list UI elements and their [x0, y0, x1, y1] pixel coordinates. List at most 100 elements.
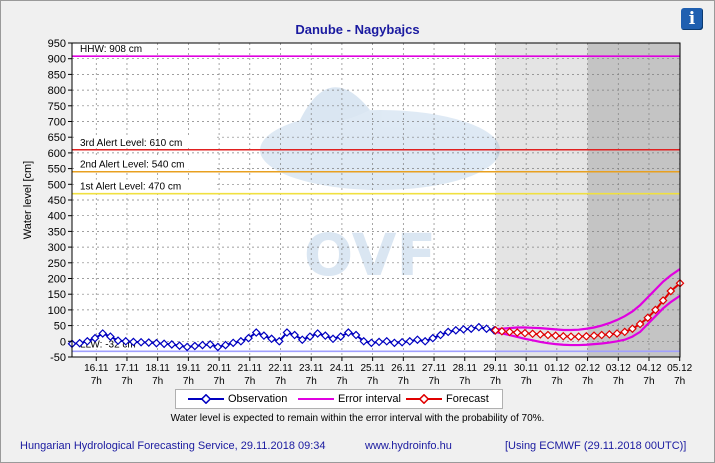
error-interval-upper-line: [495, 268, 681, 332]
x-tick-date-label: 30.11: [514, 363, 539, 374]
forecast-point: [651, 305, 660, 315]
forecast-point: [589, 331, 599, 341]
observation-point: [282, 328, 292, 337]
x-tick-date-label: 29.11: [483, 363, 508, 374]
observation-point: [451, 325, 461, 335]
x-tick-hour-label: 7h: [521, 376, 532, 387]
forecast-point: [558, 331, 568, 341]
x-tick-date-label: 02.12: [575, 363, 600, 374]
footer-website-link[interactable]: www.hydroinfo.hu: [365, 440, 452, 452]
observation-point: [459, 324, 468, 334]
y-tick-label: 950: [48, 38, 66, 50]
x-tick-hour-label: 7h: [244, 376, 255, 387]
observation-point: [244, 333, 253, 343]
y-tick-label: 650: [48, 132, 66, 144]
observation-point: [105, 332, 115, 341]
observation-point: [274, 336, 284, 346]
observation-point: [466, 324, 476, 334]
legend: Observation Error interval Forecast: [175, 389, 503, 409]
x-tick-hour-label: 7h: [367, 376, 378, 387]
observation-point: [420, 336, 430, 346]
forecast-point: [628, 324, 637, 334]
observation-point: [305, 332, 315, 341]
y-tick-label: 750: [48, 101, 66, 113]
legend-label-observation: Observation: [228, 393, 288, 405]
forecast-point: [666, 286, 676, 296]
observation-point: [297, 335, 307, 345]
y-tick-label: 0: [60, 336, 66, 348]
y-tick-label: 450: [48, 195, 66, 207]
observation-point: [159, 339, 169, 349]
observation-point: [228, 338, 238, 348]
y-tick-label: 150: [48, 289, 66, 301]
observation-point: [397, 337, 407, 347]
observation-point: [205, 340, 215, 349]
x-tick-date-label: 23.11: [299, 363, 324, 374]
y-tick-label: 100: [48, 305, 66, 317]
threshold-label-bg: [77, 42, 146, 55]
forecast-point: [643, 313, 653, 323]
legend-label-error-interval: Error interval: [338, 393, 401, 405]
x-tick-hour-label: 7h: [674, 376, 685, 387]
observation-legend-icon: [188, 394, 224, 404]
forecast-point: [566, 332, 576, 341]
legend-item-observation: Observation: [188, 392, 287, 406]
observation-point: [129, 337, 138, 347]
x-tick-hour-label: 7h: [459, 376, 470, 387]
observation-point: [144, 338, 154, 347]
y-tick-label: 800: [48, 85, 66, 97]
y-tick-label: 900: [48, 54, 66, 66]
x-tick-date-label: 18.11: [146, 363, 171, 374]
forecast-point: [604, 330, 614, 339]
x-tick-hour-label: 7h: [275, 376, 286, 387]
forecast-point: [658, 296, 668, 305]
x-tick-hour-label: 7h: [91, 376, 102, 387]
x-tick-hour-label: 7h: [428, 376, 439, 387]
chart-title: Danube - Nagybajcs: [295, 22, 420, 37]
observation-point: [113, 336, 123, 346]
forecast-point: [620, 327, 630, 337]
observation-point: [152, 338, 161, 348]
x-tick-date-label: 24.11: [330, 363, 355, 374]
observation-point: [474, 322, 484, 332]
observation-point: [182, 342, 192, 352]
threshold-label-bg: [77, 179, 215, 192]
forecast-point: [551, 331, 561, 341]
x-tick-hour-label: 7h: [490, 376, 501, 387]
x-tick-date-label: 20.11: [207, 363, 232, 374]
observation-point: [328, 334, 338, 344]
y-tick-label: 700: [48, 117, 66, 129]
y-tick-label: 500: [48, 179, 66, 191]
x-tick-hour-label: 7h: [582, 376, 593, 387]
y-tick-label: 50: [54, 321, 66, 333]
forecast-legend-icon: [406, 394, 442, 404]
footer-source: Hungarian Hydrological Forecasting Servi…: [20, 440, 326, 452]
observation-point: [82, 336, 92, 346]
footer-model-info: [Using ECMWF (29.11.2018 00UTC)]: [505, 440, 687, 452]
x-tick-hour-label: 7h: [306, 376, 317, 387]
observation-point: [136, 337, 146, 347]
y-tick-label: 400: [48, 211, 66, 223]
x-tick-date-label: 16.11: [84, 363, 109, 374]
x-tick-hour-label: 7h: [152, 376, 163, 387]
info-icon[interactable]: i: [681, 8, 703, 30]
observation-point: [90, 333, 100, 343]
threshold-label: LLW: -32 cm: [80, 339, 136, 350]
observation-point: [221, 340, 230, 350]
observation-point: [343, 328, 353, 337]
y-tick-label: 250: [48, 258, 66, 270]
observation-point: [121, 336, 131, 346]
x-tick-date-label: 22.11: [268, 363, 293, 374]
y-tick-label: 350: [48, 226, 66, 238]
y-tick-label: 550: [48, 164, 66, 176]
y-tick-label: 600: [48, 148, 66, 160]
x-tick-hour-label: 7h: [214, 376, 225, 387]
x-tick-date-label: 28.11: [453, 363, 478, 374]
observation-point: [213, 342, 223, 352]
observation-point: [436, 330, 445, 340]
x-tick-hour-label: 7h: [336, 376, 347, 387]
x-tick-date-label: 27.11: [422, 363, 447, 374]
observation-point: [367, 338, 376, 348]
observation-point: [290, 330, 300, 340]
watermark-drop: [300, 87, 370, 124]
